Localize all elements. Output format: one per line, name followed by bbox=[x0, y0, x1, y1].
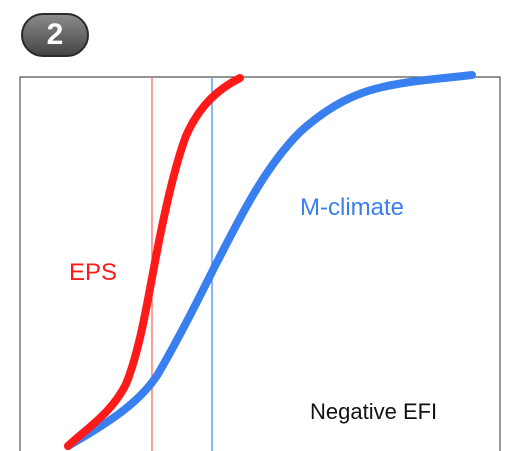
mclimate-curve-label: M-climate bbox=[300, 194, 405, 221]
eps-curve-label: EPS bbox=[69, 259, 118, 286]
eps-curve bbox=[64, 74, 244, 450]
plot-frame bbox=[19, 76, 501, 451]
step-number-badge: 2 bbox=[21, 13, 89, 57]
negative-efi-annotation: Negative EFI bbox=[310, 399, 438, 424]
badge-number: 2 bbox=[47, 18, 64, 51]
mclimate-curve bbox=[64, 71, 476, 450]
